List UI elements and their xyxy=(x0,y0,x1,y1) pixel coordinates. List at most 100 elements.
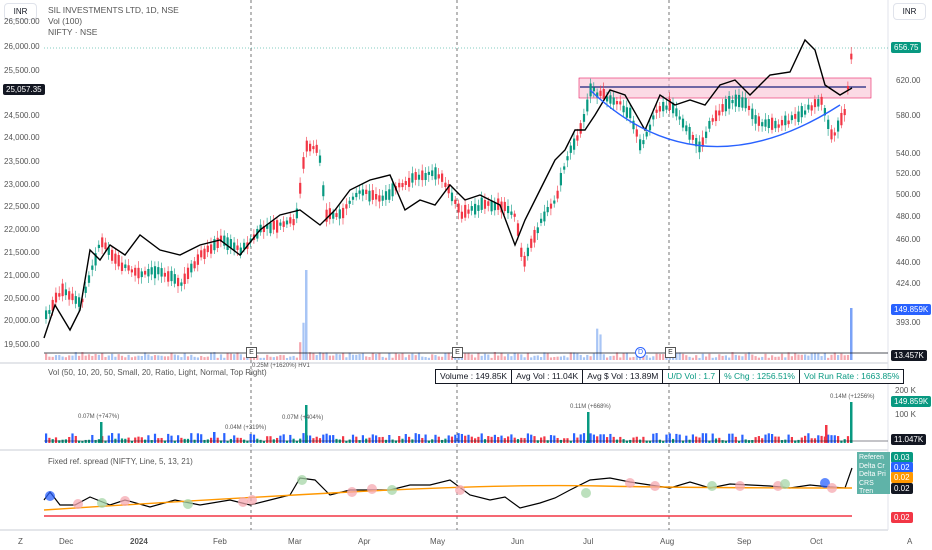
price-panel-volume-bar xyxy=(708,353,711,360)
price-panel-volume-bar xyxy=(180,357,183,360)
spread-signal-dot xyxy=(387,485,397,495)
volume-bar xyxy=(480,433,483,443)
price-panel-volume-bar xyxy=(292,355,295,360)
candle-body xyxy=(157,267,160,275)
price-panel-volume-bar xyxy=(381,356,384,360)
stat-ud-vol: U/D Vol : 1.7 xyxy=(662,370,719,383)
volume-bar xyxy=(718,437,721,443)
right-currency-button[interactable]: INR xyxy=(893,3,926,20)
volume-bar xyxy=(771,434,774,443)
time-axis-label: May xyxy=(430,537,446,546)
volume-bar xyxy=(467,434,470,443)
price-panel-volume-bar xyxy=(355,354,358,360)
auto-scale-icon[interactable]: A xyxy=(907,537,913,546)
volume-indicator-label: Vol (100) xyxy=(48,16,83,26)
candle-body xyxy=(751,108,754,120)
candle-body xyxy=(431,170,434,177)
timezone-icon[interactable]: Z xyxy=(18,537,23,546)
candle-body xyxy=(691,134,694,140)
price-panel-volume-bar xyxy=(371,352,374,360)
price-panel-volume-bar xyxy=(97,354,100,360)
left-axis-tick: 24,000.00 xyxy=(4,133,40,142)
earnings-marker[interactable]: E xyxy=(246,347,257,358)
price-panel-volume-bar xyxy=(526,352,529,360)
stat-vol-run-rate: Vol Run Rate : 1663.85% xyxy=(799,370,903,383)
candle-body xyxy=(655,109,658,113)
candle-body xyxy=(355,192,358,198)
stat-pct-change: % Chg : 1256.51% xyxy=(719,370,799,383)
volume-bar xyxy=(559,439,562,443)
volume-bar xyxy=(625,440,628,443)
candle-body xyxy=(130,269,133,273)
candle-body xyxy=(833,132,836,136)
candle-body xyxy=(223,235,226,246)
candle-body xyxy=(734,94,737,107)
candle-body xyxy=(754,115,757,124)
candle-body xyxy=(318,155,322,163)
candle-body xyxy=(398,182,401,188)
candle-body xyxy=(797,111,800,122)
price-panel-volume-bar xyxy=(58,354,61,360)
earnings-marker[interactable]: E xyxy=(452,347,463,358)
candle-body xyxy=(592,87,595,92)
price-panel-volume-bar xyxy=(434,355,437,360)
candle-body xyxy=(701,137,704,147)
candle-body xyxy=(302,157,305,169)
candle-body xyxy=(64,289,67,296)
volume-bar xyxy=(685,435,688,443)
price-panel-volume-bar xyxy=(444,353,447,360)
volume-bar xyxy=(493,434,496,443)
volume-bar xyxy=(269,436,272,443)
candle-body xyxy=(530,238,533,248)
price-panel-volume-bar xyxy=(342,352,345,360)
price-panel-volume-bar xyxy=(140,356,143,360)
price-panel-volume-bar xyxy=(48,356,51,360)
volume-bar xyxy=(441,439,444,443)
left-currency-button[interactable]: INR xyxy=(4,3,37,20)
candle-body xyxy=(447,184,450,194)
time-axis-label: Oct xyxy=(810,537,823,546)
volume-bar xyxy=(375,435,378,443)
price-panel-volume-bar xyxy=(738,355,741,360)
spread-signal-dot xyxy=(45,491,55,501)
candle-body xyxy=(579,123,582,134)
candle-body xyxy=(322,185,325,197)
earnings-marker[interactable]: E xyxy=(665,347,676,358)
price-panel-volume-bar xyxy=(714,357,718,360)
price-panel-volume-bar xyxy=(681,353,685,360)
candle-body xyxy=(500,201,503,213)
spread-signal-dot xyxy=(297,475,307,485)
volume-bar xyxy=(807,433,810,443)
time-axis-label: Aug xyxy=(660,537,675,546)
candle-body xyxy=(708,120,711,129)
price-panel-volume-bar xyxy=(219,354,223,360)
candle-body xyxy=(305,140,308,152)
candle-body xyxy=(332,212,335,219)
price-panel-volume-bar xyxy=(648,357,652,360)
volume-bar xyxy=(780,440,784,443)
candle-body xyxy=(546,206,549,213)
price-panel-volume-bar xyxy=(675,352,678,360)
candle-body xyxy=(404,181,407,185)
candle-body xyxy=(635,129,638,137)
candle-body xyxy=(813,99,817,108)
volume-bar xyxy=(823,436,826,443)
price-panel-volume-bar xyxy=(107,355,110,360)
price-panel-volume-bar xyxy=(404,357,407,360)
volume-bar xyxy=(655,433,658,443)
price-panel-volume-bar xyxy=(262,357,265,360)
candle-body xyxy=(309,143,312,152)
dividend-marker[interactable]: D xyxy=(635,347,646,358)
price-panel-volume-bar xyxy=(120,355,124,360)
price-panel-volume-bar xyxy=(299,342,302,360)
volume-bar xyxy=(249,433,252,443)
price-panel-volume-bar xyxy=(163,356,166,360)
candle-body xyxy=(705,131,708,138)
candle-body xyxy=(348,200,351,204)
candle-body xyxy=(823,108,826,116)
price-panel-volume-bar xyxy=(645,355,648,360)
price-panel-volume-bar xyxy=(81,352,84,360)
candle-body xyxy=(487,201,490,206)
price-panel-volume-bar xyxy=(114,356,117,360)
